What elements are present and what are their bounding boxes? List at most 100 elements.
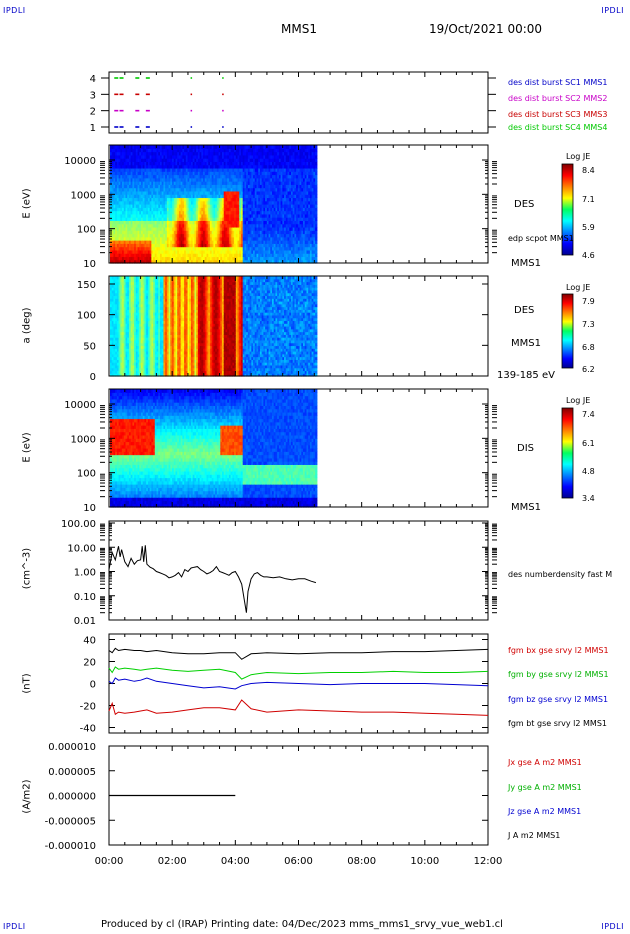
des-energy-pixel — [116, 184, 120, 189]
des-energy-pixel — [128, 177, 132, 182]
des-energy-pixel — [311, 207, 314, 212]
des-energy-pixel — [313, 171, 316, 176]
des-energy-pixel — [154, 158, 158, 162]
des-energy-pixel — [185, 184, 189, 189]
des-energy-pixel — [137, 233, 140, 238]
des-energy-pixel — [127, 174, 130, 179]
des-energy-pixel — [254, 145, 258, 149]
des-energy-pixel — [147, 230, 151, 235]
des-energy-pixel — [199, 174, 202, 179]
des-energy-pixel — [213, 187, 216, 192]
des-energy-pixel — [184, 154, 187, 159]
des-energy-pixel — [246, 210, 249, 215]
des-energy-pixel — [165, 210, 168, 215]
des-energy-pixel — [309, 210, 313, 215]
des-energy-pixel — [128, 174, 132, 179]
des-pitch-pixel — [111, 298, 115, 302]
des-energy-pixel — [289, 171, 292, 176]
des-energy-pixel — [297, 184, 301, 189]
des-energy-pixel — [120, 197, 123, 202]
des-energy-pixel — [227, 210, 230, 215]
des-energy-pixel — [247, 220, 251, 225]
des-energy-pixel — [199, 259, 202, 264]
burst-mark — [119, 126, 124, 128]
des-energy-pixel — [135, 253, 139, 258]
des-energy-pixel — [158, 197, 161, 202]
des-energy-pixel — [227, 177, 230, 182]
des-energy-pixel — [304, 236, 308, 241]
des-energy-pixel — [232, 174, 235, 179]
des-pitch-pixel — [118, 334, 121, 338]
des-energy-pixel — [125, 240, 128, 244]
des-pitch-pixel — [111, 281, 115, 285]
des-energy-pixel — [116, 217, 120, 221]
des-pitch-pixel — [113, 364, 116, 369]
des-energy-pixel — [258, 184, 261, 189]
des-energy-pixel — [234, 190, 237, 195]
des-energy-pixel — [208, 249, 211, 254]
des-energy-pixel — [239, 197, 242, 202]
des-energy-pixel — [246, 207, 249, 212]
des-energy-pixel — [234, 167, 237, 172]
des-energy-pixel — [309, 249, 313, 254]
des-energy-pixel — [259, 246, 263, 251]
des-energy-pixel — [187, 213, 190, 218]
des-energy-pixel — [299, 184, 302, 189]
colorbar-des-energy — [561, 163, 574, 256]
des-pitch-pixel — [118, 312, 121, 316]
des-energy-pixel — [211, 197, 215, 202]
des-energy-pixel — [242, 226, 246, 231]
des-energy-pixel — [178, 187, 182, 192]
des-pitch-pixel — [123, 295, 127, 299]
des-energy-pixel — [294, 190, 297, 195]
des-energy-pixel — [206, 161, 209, 166]
burst-mark — [135, 126, 140, 128]
des-energy-pixel — [125, 197, 128, 202]
des-energy-pixel — [201, 181, 204, 185]
des-energy-pixel — [113, 220, 116, 225]
des-energy-pixel — [215, 243, 218, 248]
des-energy-pixel — [294, 223, 297, 228]
des-energy-pixel — [168, 223, 171, 228]
des-pitch-pixel — [128, 303, 132, 308]
des-pitch-pixel — [125, 373, 128, 377]
plot-title-spacecraft: MMS1 — [281, 22, 317, 36]
des-energy-pixel — [244, 246, 247, 251]
des-energy-pixel — [265, 259, 268, 264]
des-energy-pixel — [159, 233, 163, 238]
des-energy-pixel — [227, 226, 230, 231]
des-energy-pixel — [206, 217, 209, 221]
des-energy-pixel — [315, 253, 318, 258]
des-energy-pixel — [125, 256, 128, 261]
des-energy-pixel — [137, 213, 140, 218]
des-energy-pixel — [259, 151, 263, 156]
des-energy-pixel — [199, 154, 202, 159]
des-energy-pixel — [209, 256, 213, 261]
des-energy-pixel — [247, 246, 251, 251]
des-pitch-pixel — [123, 334, 127, 338]
des-energy-pixel — [172, 171, 175, 176]
des-energy-pixel — [273, 190, 277, 195]
des-energy-pixel — [206, 249, 209, 254]
des-energy-pixel — [270, 171, 273, 176]
des-energy-pixel — [206, 148, 209, 153]
des-energy-pixel — [172, 210, 175, 215]
des-pitch-pixel — [120, 309, 123, 313]
des-energy-pixel — [141, 240, 144, 244]
des-energy-pixel — [177, 226, 180, 231]
des-energy-pixel — [149, 161, 152, 166]
des-pitch-pixel — [125, 334, 128, 338]
des-energy-pixel — [122, 190, 125, 195]
des-energy-pixel — [282, 194, 285, 199]
des-energy-pixel — [125, 207, 128, 212]
des-energy-pixel — [299, 246, 302, 251]
des-energy-pixel — [178, 204, 182, 208]
des-energy-pixel — [213, 200, 216, 205]
des-energy-pixel — [113, 246, 116, 251]
des-energy-pixel — [216, 213, 220, 218]
des-energy-pixel — [139, 171, 142, 176]
des-energy-pixel — [251, 151, 254, 156]
des-energy-pixel — [306, 256, 309, 261]
des-energy-pixel — [175, 167, 178, 172]
des-energy-pixel — [182, 210, 185, 215]
